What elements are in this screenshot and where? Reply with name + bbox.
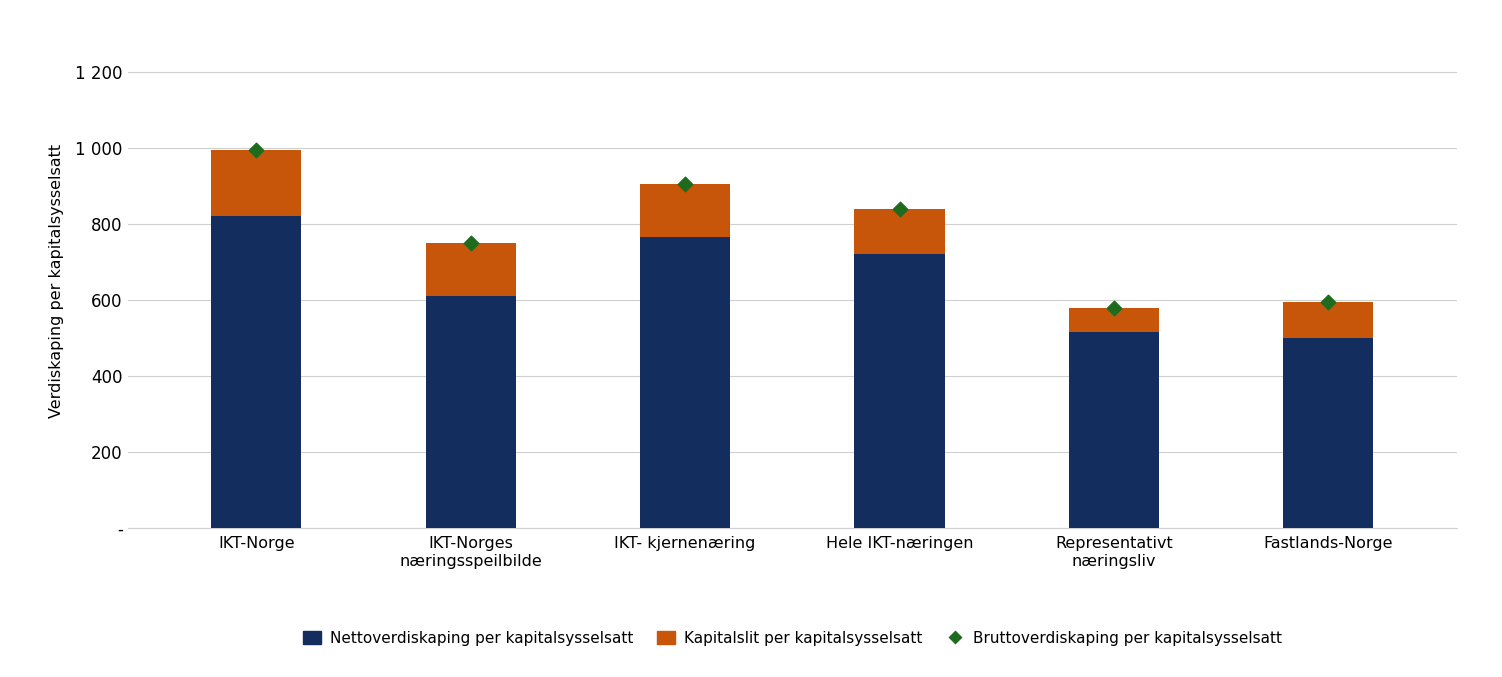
Bar [212, 217, 302, 528]
Bruttoverdiskaping per kapitalsysselsatt [458, 238, 482, 248]
Y-axis label: Verdiskaping per kapitalsysselsatt: Verdiskaping per kapitalsysselsatt [50, 144, 65, 418]
Bar [425, 243, 515, 296]
Bar [1283, 302, 1373, 338]
Bar [1069, 332, 1160, 528]
Bar [425, 296, 515, 528]
Bar [640, 237, 730, 528]
Bruttoverdiskaping per kapitalsysselsatt [888, 203, 912, 214]
Bar [855, 209, 945, 255]
Bruttoverdiskaping per kapitalsysselsatt [1102, 302, 1126, 313]
Bar [855, 255, 945, 528]
Bruttoverdiskaping per kapitalsysselsatt [245, 144, 269, 155]
Bar [212, 150, 302, 217]
Legend: Nettoverdiskaping per kapitalsysselsatt, Kapitalslit per kapitalsysselsatt, Brut: Nettoverdiskaping per kapitalsysselsatt,… [297, 625, 1287, 652]
Bar [1069, 307, 1160, 332]
Bruttoverdiskaping per kapitalsysselsatt [1316, 297, 1340, 307]
Bar [640, 184, 730, 237]
Bruttoverdiskaping per kapitalsysselsatt [673, 179, 697, 190]
Bar [1283, 338, 1373, 528]
